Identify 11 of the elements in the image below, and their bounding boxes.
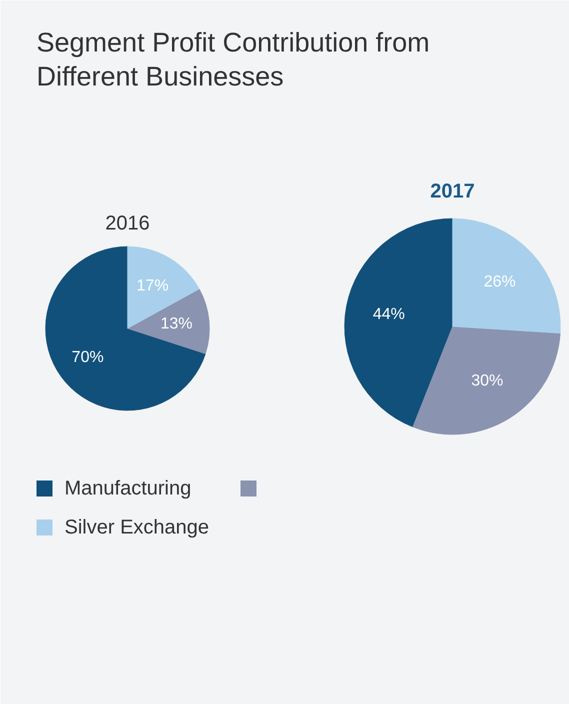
data-label: 30% [471,372,504,390]
data-label: 26% [484,274,516,291]
legend-label: Silver Exchange [64,516,210,538]
legend-label: Manufacturing [64,478,192,500]
data-label: 70% [72,348,104,366]
slice-label: 2016 [105,212,150,234]
chart-title: Segment Profit Contribution from Different Businesses [36,28,430,92]
data-label: 44% [372,306,405,323]
data-label: 13% [160,315,192,332]
data-label: 17% [136,278,169,295]
slice-label: 2017 [430,180,475,202]
